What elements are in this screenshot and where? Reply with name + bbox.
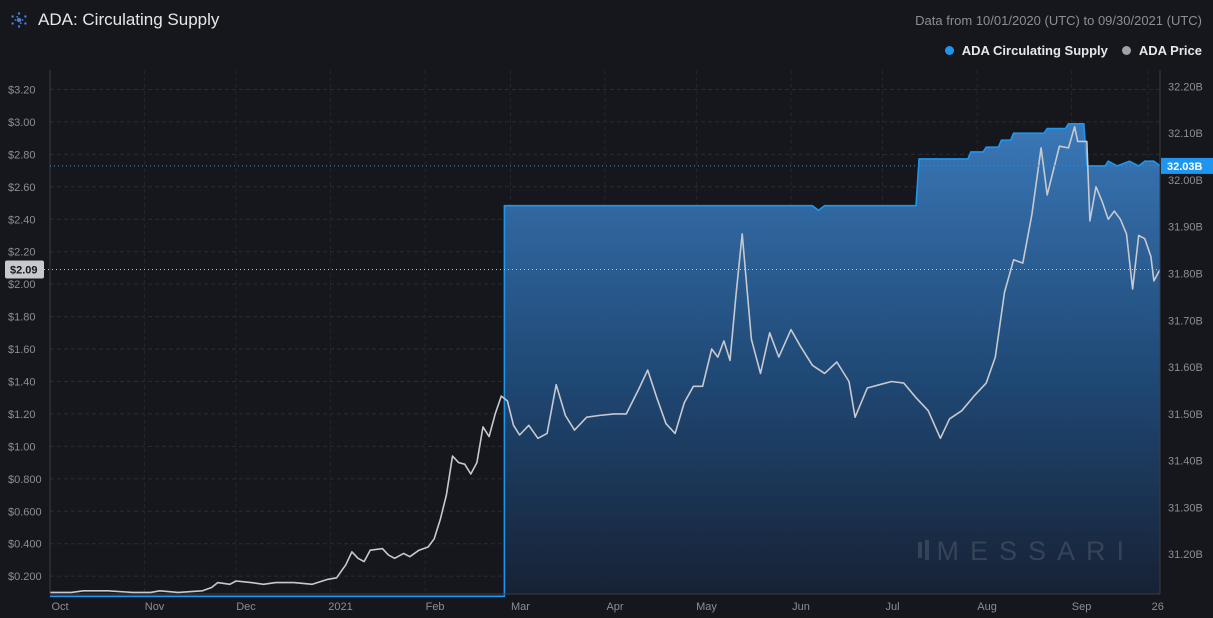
supply-marker-label: 32.03B <box>1167 161 1203 173</box>
left-tick-label: $2.20 <box>8 247 36 259</box>
right-tick-label: 31.70B <box>1168 315 1203 327</box>
price-marker-box <box>5 260 44 279</box>
watermark-logo-icon <box>925 540 929 560</box>
x-tick-label: May <box>696 601 717 613</box>
x-tick-label: Oct <box>51 601 68 613</box>
watermark: MESSARI <box>918 536 1135 566</box>
date-range: Data from 10/01/2020 (UTC) to 09/30/2021… <box>915 13 1202 28</box>
right-tick-label: 31.50B <box>1168 409 1203 421</box>
x-tick-label: Dec <box>236 601 256 613</box>
chart-title: ADA: Circulating Supply <box>38 10 220 29</box>
left-tick-label: $1.40 <box>8 376 36 388</box>
supply-marker-box <box>1161 157 1213 174</box>
left-tick-label: $2.80 <box>8 149 36 161</box>
left-tick-label: $1.60 <box>8 344 36 356</box>
right-tick-label: 32.20B <box>1168 81 1203 93</box>
x-tick-label: 26 <box>1152 601 1164 613</box>
current-value-markers: 32.03B $2.09 <box>5 157 1213 279</box>
supply-area <box>504 123 1160 595</box>
x-tick-label: 2021 <box>328 601 352 613</box>
watermark-text: MESSARI <box>936 536 1135 566</box>
left-tick-label: $1.00 <box>8 441 36 453</box>
legend: ADA Circulating Supply ADA Price <box>944 43 1202 58</box>
right-tick-label: 31.20B <box>1168 549 1203 561</box>
cardano-logo-icon <box>11 12 27 28</box>
x-tick-label: Feb <box>426 601 445 613</box>
right-tick-label: 32.00B <box>1168 175 1203 187</box>
left-tick-label: $3.20 <box>8 84 36 96</box>
x-tick-label: Mar <box>511 601 530 613</box>
left-tick-label: $1.80 <box>8 312 36 324</box>
left-tick-label: $1.20 <box>8 409 36 421</box>
legend-item-price[interactable]: ADA Price <box>1121 43 1202 58</box>
left-tick-label: $2.00 <box>8 279 36 291</box>
right-tick-label: 31.40B <box>1168 456 1203 468</box>
watermark-logo-icon <box>918 542 922 558</box>
price-marker-label: $2.09 <box>10 265 38 277</box>
left-tick-label: $2.40 <box>8 214 36 226</box>
left-tick-label: $0.800 <box>8 474 42 486</box>
left-tick-label: $0.400 <box>8 539 42 551</box>
right-tick-label: 31.60B <box>1168 362 1203 374</box>
left-tick-label: $0.600 <box>8 506 42 518</box>
price-line <box>50 126 1161 594</box>
x-tick-label: Aug <box>977 601 997 613</box>
legend-swatch-price <box>1121 46 1131 55</box>
legend-swatch-supply <box>944 46 954 55</box>
legend-label-price: ADA Price <box>1138 43 1202 58</box>
x-tick-label: Sep <box>1072 601 1092 613</box>
legend-label-supply: ADA Circulating Supply <box>961 43 1108 58</box>
x-tick-label: Nov <box>145 601 165 613</box>
axes: $0.200 $0.400 $0.600 $0.800 $1.00 $1.20 $1.40 $… <box>8 70 1203 613</box>
right-tick-label: 31.90B <box>1168 222 1203 234</box>
right-tick-label: 31.80B <box>1168 269 1203 281</box>
x-tick-label: Jul <box>885 601 899 613</box>
left-tick-label: $2.60 <box>8 182 36 194</box>
legend-item-supply[interactable]: ADA Circulating Supply <box>944 43 1108 58</box>
x-tick-label: Jun <box>792 601 810 613</box>
left-tick-label: $0.200 <box>8 571 42 583</box>
supply-series <box>50 123 1161 598</box>
right-tick-label: 32.10B <box>1168 128 1203 140</box>
supply-line <box>50 123 1161 598</box>
price-series <box>50 126 1161 594</box>
left-tick-label: $3.00 <box>8 117 36 129</box>
x-tick-label: Apr <box>606 601 623 613</box>
right-tick-label: 31.30B <box>1168 502 1203 514</box>
